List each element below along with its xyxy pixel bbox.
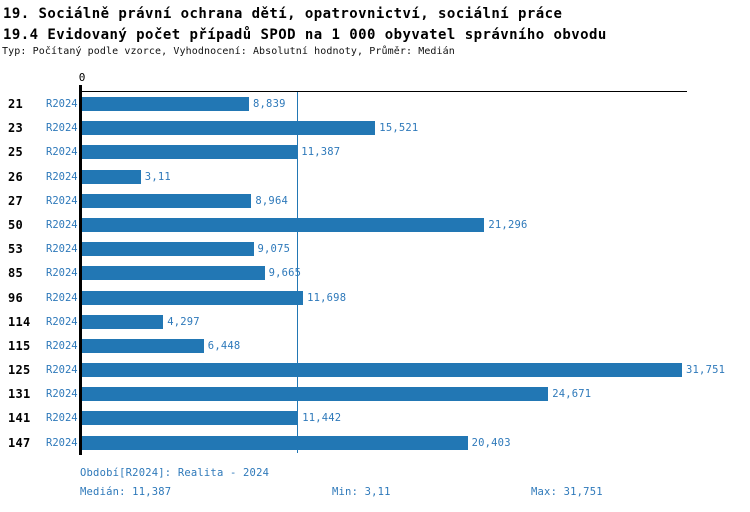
bar-value-label: 8,839 (253, 98, 286, 110)
chart-row: 85 R2024 9,665 (0, 261, 750, 285)
chart-row: 25 R2024 11,387 (0, 140, 750, 164)
region-code-label: 85 (8, 266, 24, 281)
value-bar (82, 363, 682, 378)
series-period-label: R2024 (46, 388, 78, 401)
footer-max: Max: 31,751 (531, 486, 603, 498)
chart-row: 21 R2024 8,839 (0, 92, 750, 116)
value-bar (82, 121, 376, 136)
region-code-label: 53 (8, 242, 24, 257)
series-period-label: R2024 (46, 218, 78, 231)
bar-value-label: 20,403 (471, 436, 511, 449)
x-axis-origin-label: 0 (78, 71, 86, 84)
chart-row: 26 R2024 3,11 (0, 165, 750, 189)
chart-row: 50 R2024 21,296 (0, 213, 750, 237)
bar-value-label: 6,448 (207, 339, 241, 352)
series-period-label: R2024 (46, 339, 78, 352)
value-bar (82, 193, 252, 208)
chart-row: 115 R2024 6,448 (0, 334, 750, 358)
chart-row: 114 R2024 4,297 (0, 310, 750, 334)
footer-median: Medián: 11,387 (80, 486, 172, 498)
series-period-label: R2024 (46, 194, 78, 207)
bar-value-label: 11,698 (307, 291, 347, 304)
median-reference-line (297, 92, 299, 453)
value-bar (82, 314, 164, 329)
region-code-label: 26 (8, 169, 24, 184)
chart-row: 147 R2024 20,403 (0, 431, 750, 455)
series-period-label: R2024 (46, 243, 78, 256)
bar-value-label: 9,075 (257, 243, 291, 256)
value-bar (82, 290, 304, 305)
value-bar (82, 97, 249, 111)
bar-value-label: 9,665 (268, 267, 302, 280)
value-bar (82, 217, 485, 232)
chart-row: 96 R2024 11,698 (0, 286, 750, 310)
region-code-label: 23 (8, 121, 24, 136)
value-bar (82, 266, 265, 281)
chart-rows: 21 R2024 8,839 23 R2024 15,521 25 R2024 11,387 26… (0, 92, 750, 455)
series-period-label: R2024 (46, 170, 78, 183)
series-period-label: R2024 (46, 146, 78, 159)
report-title: 19. Sociálně právní ochrana dětí, opatro… (3, 6, 563, 22)
region-code-label: 50 (8, 217, 24, 232)
value-bar (82, 169, 141, 184)
region-code-label: 114 (8, 314, 31, 329)
value-bar (82, 435, 468, 450)
bar-value-label: 11,387 (301, 146, 341, 159)
chart-row: 131 R2024 24,671 (0, 382, 750, 406)
bar-value-label: 15,521 (379, 122, 419, 135)
footer-period: Období[R2024]: Realita - 2024 (80, 467, 270, 479)
bar-value-label: 3,11 (144, 170, 171, 183)
region-code-label: 27 (8, 193, 24, 208)
region-code-label: 25 (8, 145, 24, 160)
value-bar (82, 242, 254, 257)
region-code-label: 125 (8, 363, 31, 378)
bar-value-label: 4,297 (167, 315, 200, 328)
region-code-label: 96 (8, 290, 24, 305)
series-period-label: R2024 (46, 436, 78, 449)
bar-value-label: 24,671 (552, 388, 592, 401)
series-period-label: R2024 (46, 98, 78, 110)
chart-row: 23 R2024 15,521 (0, 116, 750, 140)
chart-row: 27 R2024 8,964 (0, 189, 750, 213)
region-code-label: 21 (8, 97, 24, 111)
region-code-label: 141 (8, 411, 31, 426)
series-period-label: R2024 (46, 412, 78, 425)
series-period-label: R2024 (46, 122, 78, 135)
footer-min: Min: 3,11 (332, 486, 391, 498)
chart-row: 141 R2024 11,442 (0, 406, 750, 430)
value-bar (82, 338, 204, 353)
series-period-label: R2024 (46, 315, 78, 328)
region-code-label: 115 (8, 338, 31, 353)
chart-row: 53 R2024 9,075 (0, 237, 750, 261)
value-bar (82, 145, 298, 160)
series-period-label: R2024 (46, 291, 78, 304)
bar-value-label: 8,964 (255, 194, 288, 207)
y-axis-line (79, 85, 82, 455)
series-period-label: R2024 (46, 364, 78, 377)
indicator-meta: Typ: Počítaný podle vzorce, Vyhodnocení:… (2, 46, 455, 57)
bar-value-label: 31,751 (686, 364, 726, 377)
indicator-title: 19.4 Evidovaný počet případů SPOD na 1 0… (3, 27, 607, 43)
chart-row: 125 R2024 31,751 (0, 358, 750, 382)
series-period-label: R2024 (46, 267, 78, 280)
bar-value-label: 11,442 (302, 412, 342, 425)
value-bar (82, 411, 299, 426)
bar-value-label: 21,296 (488, 218, 528, 231)
value-bar (82, 387, 549, 402)
region-code-label: 147 (8, 435, 31, 450)
x-axis-top-line (82, 91, 687, 92)
region-code-label: 131 (8, 387, 31, 402)
